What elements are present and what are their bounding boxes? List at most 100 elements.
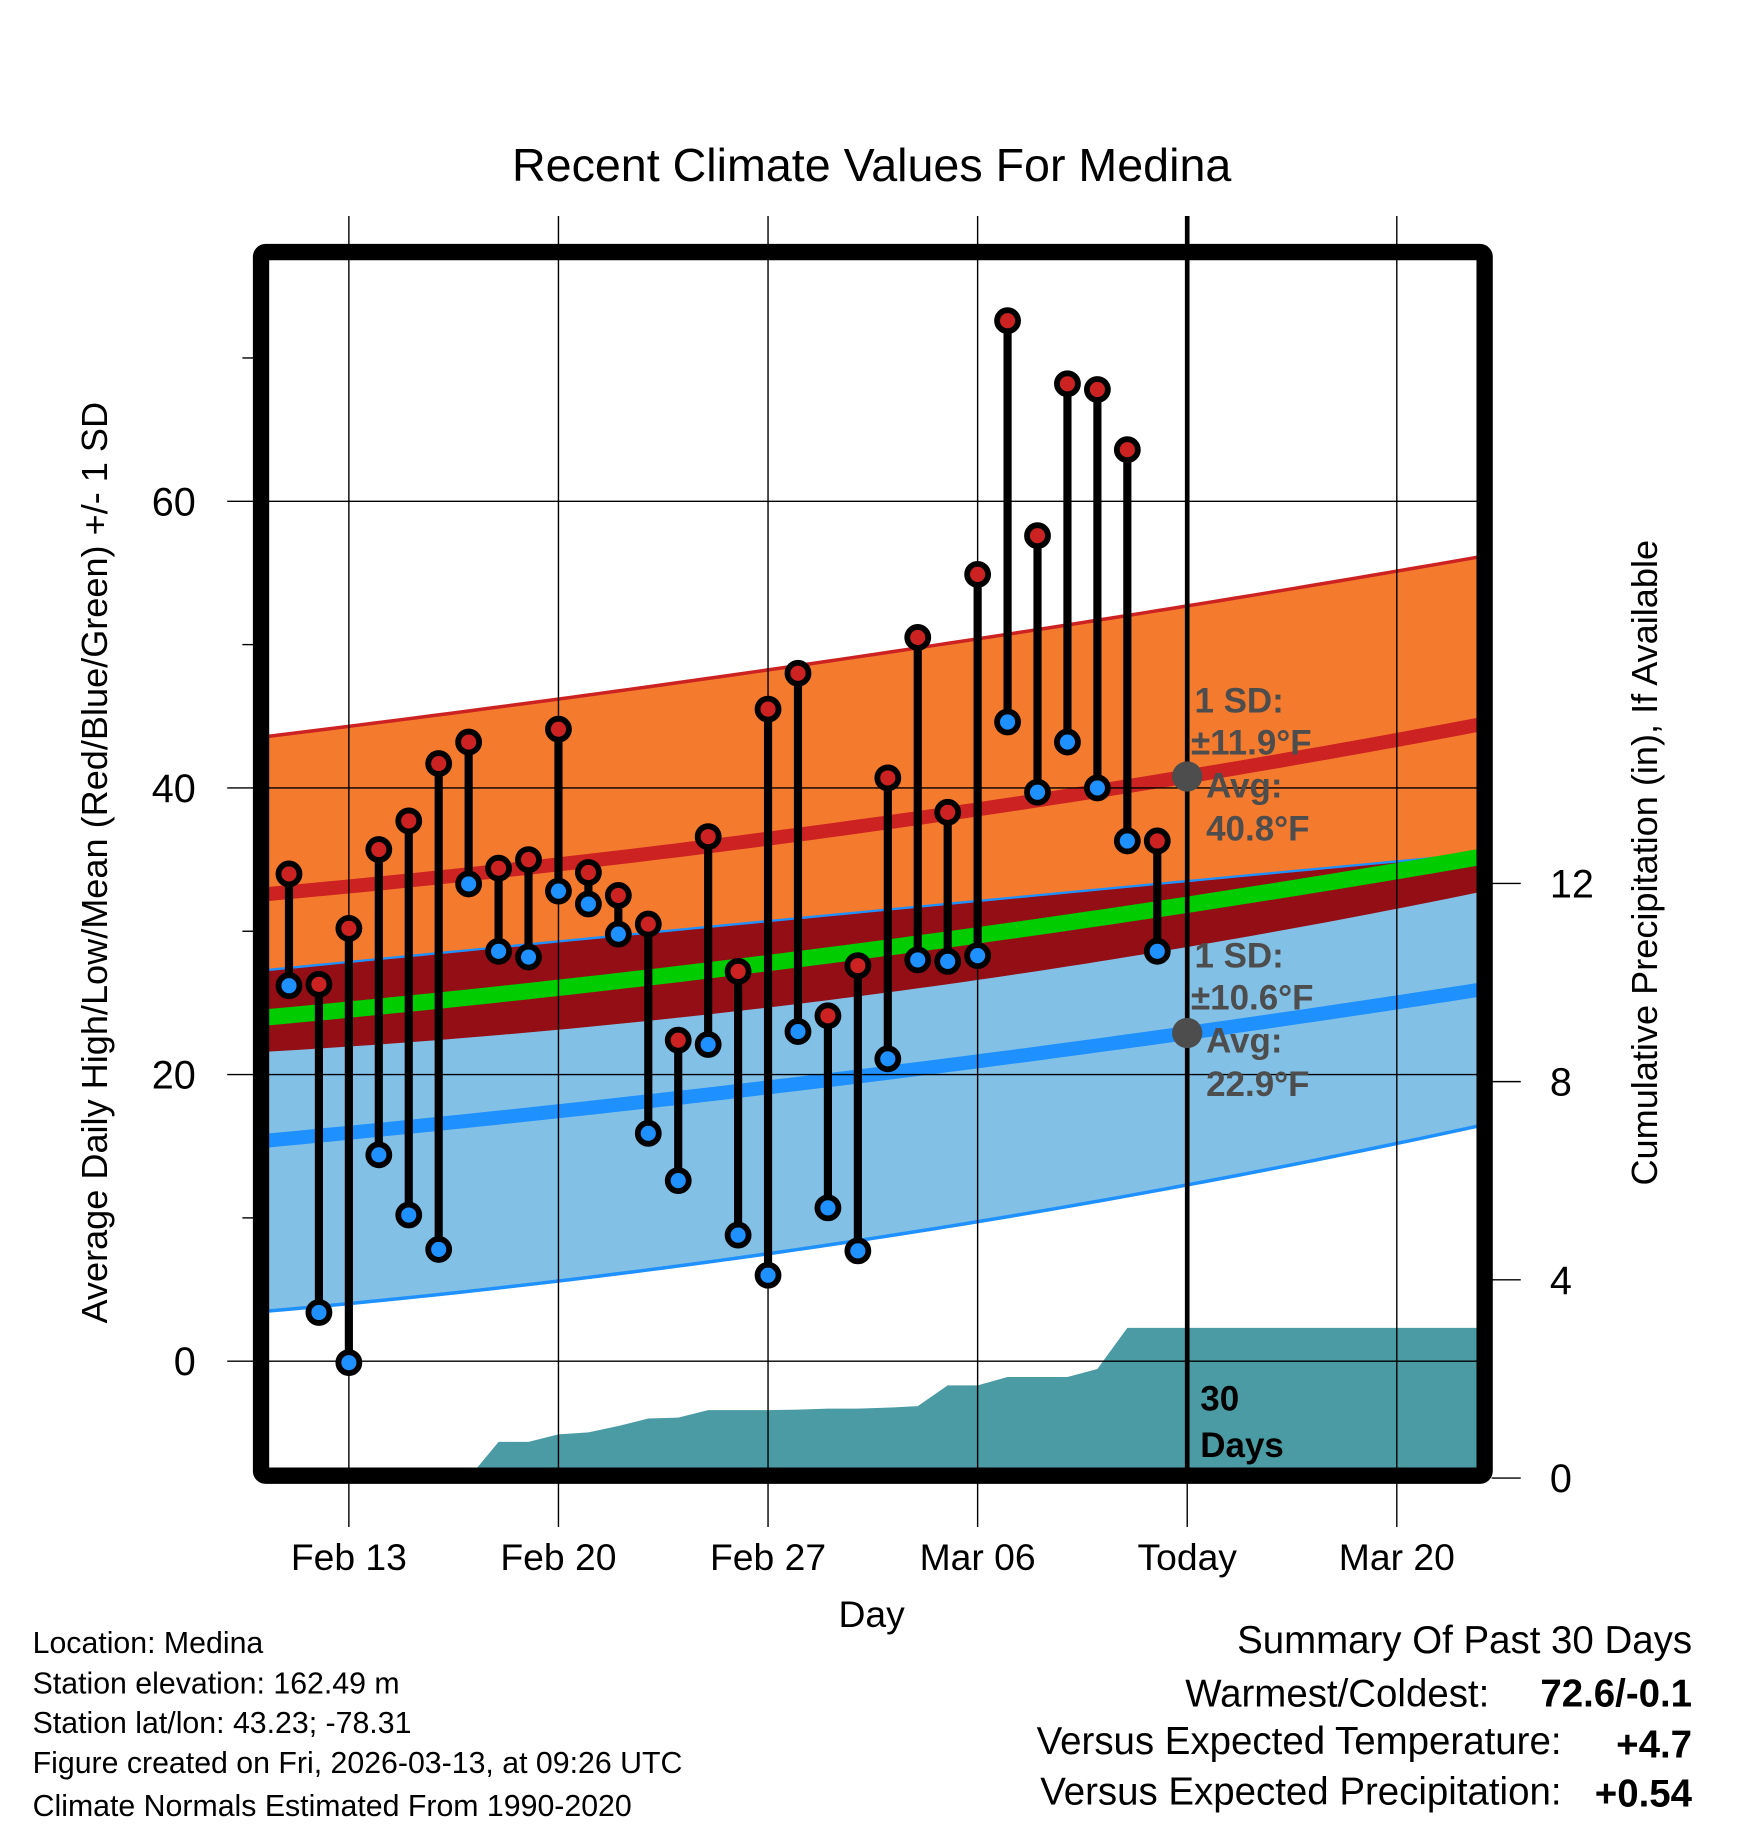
daily-low-point [365, 1141, 393, 1169]
precip-diff-label: Versus Expected Precipitation: [1040, 1770, 1561, 1813]
y-tick-label: 20 [152, 1054, 196, 1098]
station-info: Location: Medina Station elevation: 162.… [33, 1627, 683, 1823]
summary: Summary Of Past 30 Days Warmest/Coldest:… [1037, 1619, 1693, 1816]
daily-high-point [305, 970, 333, 998]
daily-high-point [844, 952, 872, 980]
daily-low-point [784, 1018, 812, 1045]
x-tick-label: Today [1137, 1536, 1237, 1578]
daily-low-point [574, 890, 602, 918]
daily-high-point [724, 957, 752, 985]
daily-high-point [455, 728, 483, 756]
plot-frame [252, 243, 1493, 1484]
daily-low-point [814, 1194, 842, 1222]
daily-high-point [545, 715, 572, 743]
daily-high-point [335, 914, 363, 942]
daily-high-point [1054, 370, 1081, 398]
daily-high-point [934, 798, 962, 826]
elevation-text: Station elevation: 162.49 m [33, 1668, 400, 1701]
high-avg-label: Avg: [1206, 766, 1282, 805]
temp-diff-value: +4.7 [1616, 1724, 1692, 1767]
period-number: 30 [1200, 1379, 1239, 1418]
daily-high-point [574, 859, 602, 886]
daily-low-point [1054, 728, 1081, 756]
y-tick-label: 0 [174, 1340, 196, 1384]
x-tick-label: Feb 20 [500, 1536, 616, 1578]
daily-high-point [874, 764, 902, 792]
today-high-avg-marker [1172, 761, 1203, 792]
daily-high-point [964, 560, 992, 588]
low-sd-label: 1 SD: [1194, 937, 1283, 976]
daily-low-point [305, 1299, 333, 1326]
latlon-text: Station lat/lon: 43.23; -78.31 [33, 1707, 412, 1740]
location-text: Location: Medina [33, 1627, 264, 1660]
daily-high-point [664, 1026, 692, 1054]
daily-high-point [1024, 522, 1051, 550]
y2-tick-label: 8 [1550, 1061, 1572, 1105]
daily-high-point [275, 860, 303, 888]
daily-low-point [1113, 827, 1141, 855]
warmest-value: 72.6/-0.1 [1540, 1672, 1692, 1715]
mean-line [268, 849, 1478, 1026]
daily-high-point [1083, 376, 1111, 403]
daily-low-point [694, 1031, 722, 1058]
precipitation-area [476, 1327, 1478, 1469]
x-tick-label: Mar 20 [1339, 1536, 1455, 1578]
chart-title: Recent Climate Values For Medina [512, 139, 1231, 191]
daily-high-point [754, 695, 782, 723]
daily-low-point [904, 946, 932, 974]
daily-low-point [754, 1261, 782, 1289]
daily-low-point [485, 937, 512, 965]
plot-area [268, 555, 1478, 1469]
daily-low-point [395, 1201, 423, 1229]
daily-high-point [1143, 827, 1171, 855]
y2-tick-label: 12 [1550, 862, 1594, 906]
daily-low-point [994, 708, 1021, 736]
y-tick-label: 60 [152, 480, 196, 524]
low-avg-value: 22.9°F [1206, 1065, 1309, 1104]
daily-low-point [844, 1237, 872, 1265]
axes: Feb 13 Feb 20 Feb 27 Mar 06 Today Mar 2002040… [152, 215, 1594, 1578]
high-sd-upper-line [268, 555, 1478, 739]
daily-high-point [1113, 436, 1141, 464]
daily-low-point [964, 942, 992, 970]
daily-low-point [604, 920, 632, 948]
created-text: Figure created on Fri, 2026-03-13, at 09… [33, 1747, 683, 1780]
low-sd-lower-line [268, 1124, 1478, 1313]
y2-axis-label: Cumulative Precipitation (in), If Availa… [1624, 540, 1665, 1186]
daily-high-point [694, 823, 722, 851]
daily-low-point [1024, 778, 1051, 806]
daily-low-point [335, 1349, 363, 1377]
high-sd-label: 1 SD: [1194, 681, 1283, 720]
daily-high-point [485, 854, 512, 882]
low-sd-upper-line [268, 852, 1478, 972]
daily-low-point [455, 870, 483, 898]
precip-diff-value: +0.54 [1595, 1773, 1693, 1816]
x-tick-label: Mar 06 [920, 1536, 1036, 1578]
x-tick-label: Feb 27 [710, 1536, 826, 1578]
annotations: 1 SD: ±11.9°F Avg: 40.8°F 1 SD: ±10.6°F … [1191, 681, 1314, 1465]
low-sd-value: ±10.6°F [1191, 979, 1314, 1018]
daily-high-point [515, 846, 542, 873]
y-axis-label: Average Daily High/Low/Mean (Red/Blue/Gr… [74, 402, 115, 1324]
data-marks [275, 215, 1203, 1469]
y2-tick-label: 4 [1550, 1259, 1572, 1303]
daily-high-point [784, 659, 812, 687]
high-sd-value: ±11.9°F [1191, 723, 1312, 762]
y2-tick-label: 0 [1550, 1457, 1572, 1501]
daily-high-point [634, 910, 662, 938]
x-axis-label: Day [839, 1593, 906, 1635]
daily-low-point [724, 1221, 752, 1249]
daily-low-point [425, 1236, 453, 1263]
daily-high-point [425, 750, 453, 777]
daily-high-point [814, 1002, 842, 1030]
daily-low-point [934, 947, 962, 975]
daily-low-point [1083, 774, 1111, 802]
period-unit: Days [1200, 1426, 1284, 1465]
daily-high-point [994, 307, 1021, 335]
today-low-avg-marker [1172, 1017, 1203, 1049]
daily-low-point [1143, 937, 1171, 965]
summary-title: Summary Of Past 30 Days [1237, 1619, 1692, 1662]
temp-diff-label: Versus Expected Temperature: [1037, 1720, 1562, 1763]
daily-high-point [365, 836, 393, 863]
